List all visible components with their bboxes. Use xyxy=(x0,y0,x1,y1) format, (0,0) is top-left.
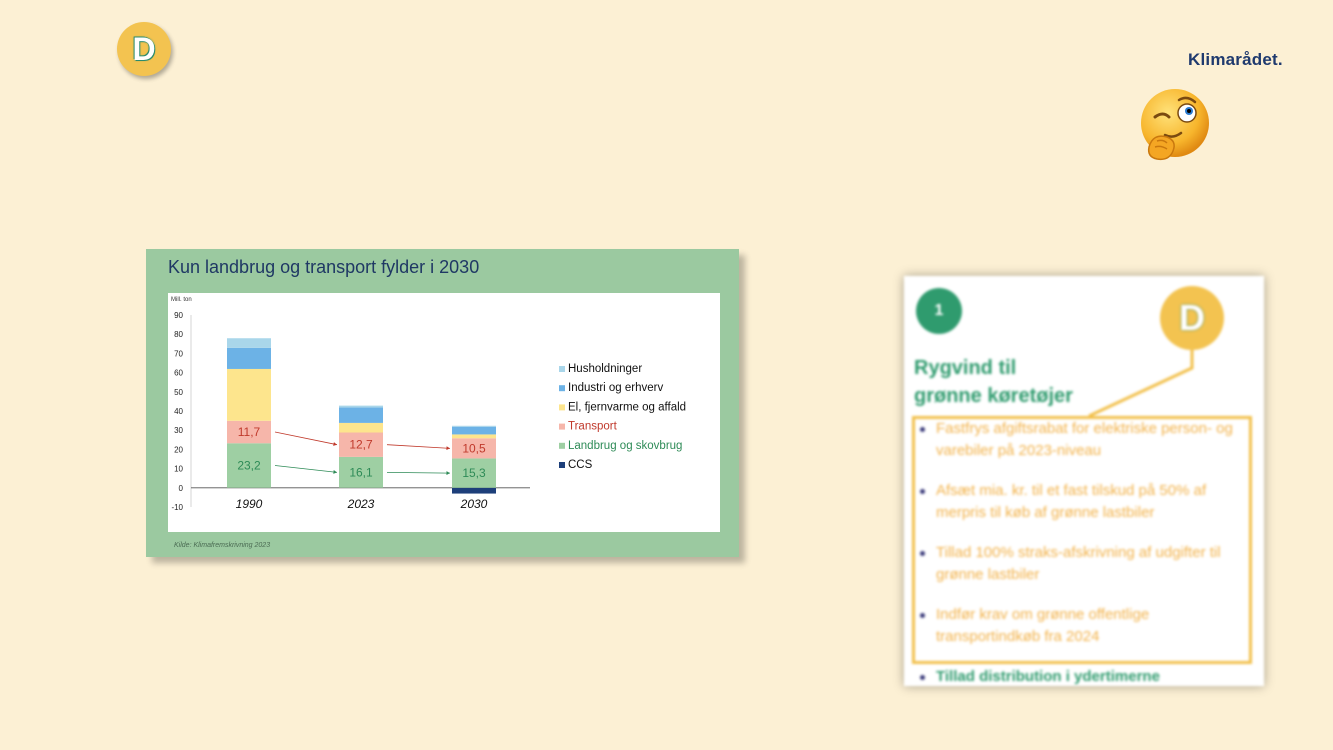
bar-segment-el-fjernvarme-og-affald xyxy=(452,434,496,439)
bar-segment-ccs xyxy=(452,487,496,494)
bullet-item: Indfør krav om grønne offentlige transpo… xyxy=(918,604,1248,648)
legend-swatch xyxy=(559,423,565,430)
bar-segment-el-fjernvarme-og-affald xyxy=(339,422,383,433)
legend-label: Transport xyxy=(568,421,618,433)
legend-swatch xyxy=(559,442,565,449)
y-tick-label: 90 xyxy=(174,311,183,320)
legend-label: Landbrug og skovbrug xyxy=(568,440,682,452)
data-label-transport: 10,5 xyxy=(462,441,486,455)
data-label-landbrug: 23,2 xyxy=(237,459,261,473)
bar-segment-industri-og-erhverv xyxy=(339,407,383,423)
chart-svg: Mill. ton 90 80 70 60 50 40 30 20 10 0 -10 11,7 12,7 1… xyxy=(171,297,686,512)
legend-label: CCS xyxy=(568,459,593,471)
doc-heading-line2: grønne køretøjer xyxy=(914,385,1073,407)
transport-arrow-head xyxy=(446,446,450,451)
landbrug-arrow xyxy=(386,471,451,474)
section-number: 1 xyxy=(916,288,962,334)
badge-d-small: D xyxy=(1160,286,1224,350)
landbrug-arrow-head xyxy=(333,470,337,474)
x-tick-label: 2023 xyxy=(347,497,375,511)
badge-d: D xyxy=(117,22,171,76)
y-tick-label: 60 xyxy=(174,369,183,378)
bar-segment-transport xyxy=(452,438,496,459)
legend-label: Husholdninger xyxy=(568,363,642,375)
bar-segment-husholdninger xyxy=(452,425,496,427)
chart-plot-area: Mill. ton 90 80 70 60 50 40 30 20 10 0 -10 11,7 12,7 1… xyxy=(168,293,720,532)
y-tick-label: 30 xyxy=(174,426,183,435)
chart-card: Kun landbrug og transport fylder i 2030 … xyxy=(146,249,739,557)
bar-segment-landbrug-og-skovbrug xyxy=(339,456,383,488)
landbrug-arrow xyxy=(274,465,338,473)
callout-line xyxy=(1088,350,1194,418)
document-excerpt: 1 D Rygvind til grønne køretøjer Fastfry… xyxy=(904,276,1264,686)
bar-segment-landbrug-og-skovbrug xyxy=(227,443,271,488)
y-tick-label: 0 xyxy=(179,484,184,493)
x-tick-label: 2030 xyxy=(460,497,488,511)
bar-segment-landbrug-og-skovbrug xyxy=(452,458,496,488)
bar-segment-transport xyxy=(339,432,383,457)
y-tick-label: -10 xyxy=(171,503,183,512)
legend-label: Industri og erhverv xyxy=(568,382,663,394)
highlight-box xyxy=(912,416,1252,664)
data-label-transport: 11,7 xyxy=(238,425,261,439)
bullet-item: Afsæt ⁠mia. kr. til et fast tilskud på 5… xyxy=(918,480,1248,524)
bar-segment-industri-og-erhverv xyxy=(227,347,271,369)
y-tick-label: 20 xyxy=(174,445,183,454)
legend-swatch xyxy=(559,404,565,411)
bullet-item-partial: Tillad distribution i ydertimerne xyxy=(918,666,1248,686)
y-tick-label: 10 xyxy=(174,465,183,474)
doc-heading-line1: Rygvind til xyxy=(914,357,1017,379)
transport-arrow xyxy=(386,444,451,449)
bar-segment-husholdninger xyxy=(339,405,383,408)
bar-segment-industri-og-erhverv xyxy=(452,426,496,435)
bar-segment-transport xyxy=(227,420,271,444)
legend-swatch xyxy=(559,385,565,392)
y-axis-label: Mill. ton xyxy=(171,297,192,303)
y-tick-label: 70 xyxy=(174,349,183,358)
transport-arrow xyxy=(274,431,338,446)
thinking-emoji-icon xyxy=(1141,89,1209,161)
bar-segment-husholdninger xyxy=(227,338,271,348)
legend-swatch xyxy=(559,462,565,468)
data-label-transport: 12,7 xyxy=(349,438,373,452)
y-tick-label: 50 xyxy=(174,388,183,397)
y-tick-label: 80 xyxy=(174,330,183,339)
bullet-item: Fastfrys afgiftsrabat for elektriske per… xyxy=(918,418,1248,462)
y-tick-label: 40 xyxy=(174,407,183,416)
bullet-item: Tillad 100% straks-afskrivning af udgift… xyxy=(918,542,1248,586)
chart-source: Kilde: Klimafremskrivning 2023 xyxy=(174,542,271,549)
data-label-landbrug: 16,1 xyxy=(349,465,373,479)
bullet-list: Fastfrys afgiftsrabat for elektriske per… xyxy=(918,418,1248,686)
x-tick-label: 1990 xyxy=(236,497,263,511)
brand-logo: Klimarådet. xyxy=(1188,50,1283,69)
transport-arrow-head xyxy=(333,442,337,446)
doc-heading: Rygvind til grønne køretøjer xyxy=(914,354,1174,410)
legend-label: El, fjernvarme og affald xyxy=(568,401,686,413)
legend-swatch xyxy=(559,366,565,372)
chart-title: Kun landbrug og transport fylder i 2030 xyxy=(168,257,480,277)
data-label-landbrug: 15,3 xyxy=(462,466,486,480)
landbrug-arrow-head xyxy=(446,471,450,475)
bar-segment-el-fjernvarme-og-affald xyxy=(227,368,271,421)
